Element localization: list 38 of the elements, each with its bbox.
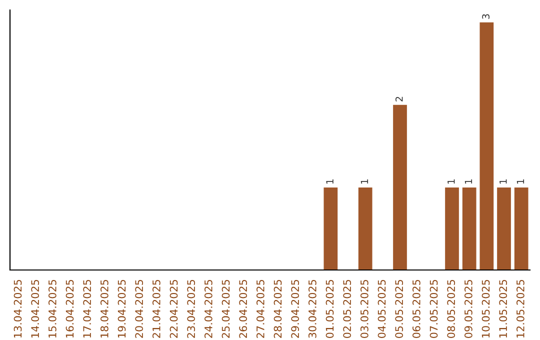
x-tick-label: 23.04.2025 — [187, 280, 196, 338]
x-tick-label: 03.05.2025 — [360, 280, 368, 338]
x-tick-label: 02.05.2025 — [343, 280, 352, 338]
x-tick-label: 08.05.2025 — [447, 280, 456, 338]
x-tick-label: 18.04.2025 — [100, 280, 108, 338]
x-tick-label: 12.05.2025 — [516, 280, 524, 338]
x-tick-label: 17.04.2025 — [83, 280, 92, 338]
data-label: 1 — [516, 179, 524, 184]
x-tick-label: 24.04.2025 — [204, 280, 212, 338]
data-label: 1 — [448, 179, 455, 184]
data-label: 2 — [395, 96, 403, 102]
x-tick-label: 25.04.2025 — [222, 280, 230, 338]
x-tick-label: 29.04.2025 — [291, 280, 300, 338]
x-tick-label: 16.04.2025 — [66, 280, 74, 338]
x-tick-label: 28.04.2025 — [274, 280, 282, 338]
data-label: 1 — [326, 179, 334, 184]
x-tick-label: 22.04.2025 — [170, 280, 178, 338]
x-tick-label: 06.05.2025 — [412, 280, 420, 338]
x-tick-label: 04.05.2025 — [378, 280, 386, 338]
x-tick-label: 09.05.2025 — [464, 280, 472, 338]
x-tick-label: 05.05.2025 — [395, 280, 404, 338]
data-label: 1 — [500, 179, 507, 184]
x-tick-label: 15.04.2025 — [48, 280, 56, 338]
data-label: 1 — [360, 179, 368, 184]
x-tick-label: 21.04.2025 — [152, 280, 160, 338]
x-tick-label: 13.04.2025 — [14, 280, 22, 338]
x-tick-label: 20.04.2025 — [135, 280, 144, 338]
x-tick-label: 27.04.2025 — [256, 280, 264, 338]
x-tick-label: 11.05.2025 — [499, 280, 508, 338]
x-tick-label: 26.04.2025 — [239, 280, 248, 338]
data-label: 3 — [482, 14, 490, 19]
x-tick-label: 10.05.2025 — [482, 280, 490, 338]
x-tick-label: 07.05.2025 — [430, 280, 438, 338]
x-tick-label: 14.04.2025 — [31, 280, 40, 338]
data-label: 1 — [464, 179, 472, 184]
x-tick-label: 30.04.2025 — [308, 280, 316, 338]
x-tick-label: 19.04.2025 — [118, 280, 126, 338]
x-tick-label: 01.05.2025 — [326, 280, 334, 338]
